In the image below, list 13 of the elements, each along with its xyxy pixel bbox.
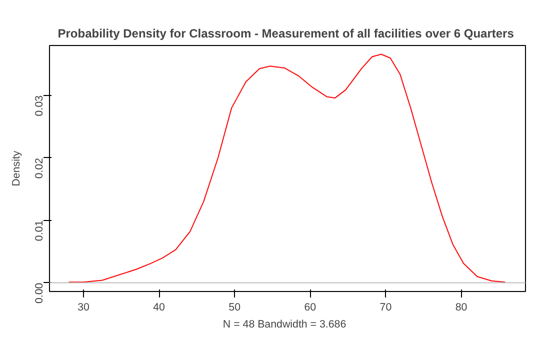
y-tick-label: 0.02 [34, 158, 46, 179]
x-tick-label: 40 [153, 302, 166, 314]
y-axis-title: Density [10, 150, 22, 186]
x-tick-label: 70 [380, 302, 392, 314]
x-tick-label: 80 [455, 302, 468, 314]
y-tick-label: 0.03 [34, 95, 46, 116]
x-tick-label: 60 [304, 302, 316, 314]
y-tick-label: 0.00 [34, 282, 46, 304]
y-tick-label: 0.01 [34, 220, 46, 242]
x-tick-label: 50 [228, 302, 241, 314]
chart-title: Probability Density for Classroom - Measurement of all facilities over 6 Quarters [58, 26, 514, 40]
x-axis-title: N = 48 Bandwidth = 3.686 [222, 318, 346, 330]
x-tick-label: 30 [78, 302, 90, 314]
